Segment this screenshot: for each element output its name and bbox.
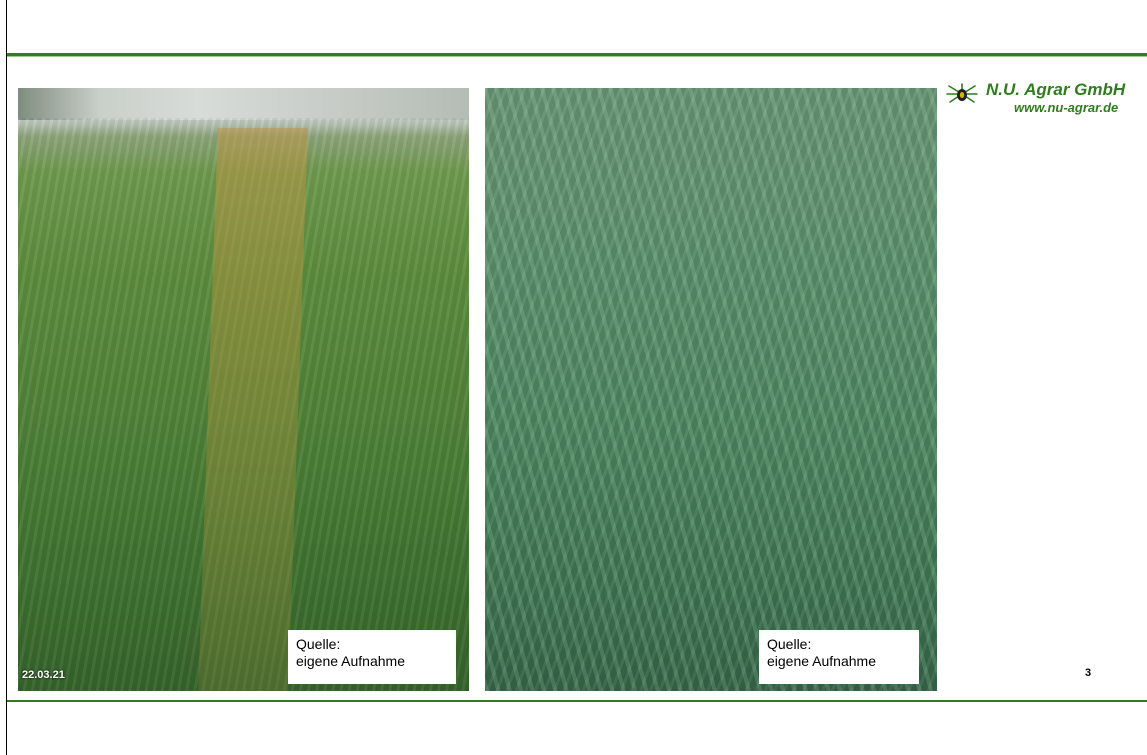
caption-source-text: eigene Aufnahme xyxy=(767,653,876,669)
photo-caption-right: Quelle: eigene Aufnahme xyxy=(759,630,919,684)
caption-source-text: eigene Aufnahme xyxy=(296,653,405,669)
wheat-closeup-photo xyxy=(485,88,937,691)
company-logo: N.U. Agrar GmbH www.nu-agrar.de xyxy=(944,80,1147,120)
photo-date: 22.03.21 xyxy=(22,669,65,681)
insect-logo-icon xyxy=(946,83,978,103)
company-url: www.nu-agrar.de xyxy=(1014,100,1119,115)
wheat-field-photo xyxy=(18,88,469,691)
photo-caption-left: Quelle: eigene Aufnahme xyxy=(288,630,456,684)
tree-line xyxy=(18,88,469,120)
wheat-texture xyxy=(485,88,937,691)
slide-frame xyxy=(6,0,1147,755)
company-name: N.U. Agrar GmbH xyxy=(986,80,1126,99)
bottom-divider xyxy=(7,700,1147,702)
caption-source-label: Quelle: xyxy=(767,636,812,652)
top-divider xyxy=(7,53,1147,57)
caption-source-label: Quelle: xyxy=(296,636,341,652)
page-number: 3 xyxy=(1085,667,1092,679)
